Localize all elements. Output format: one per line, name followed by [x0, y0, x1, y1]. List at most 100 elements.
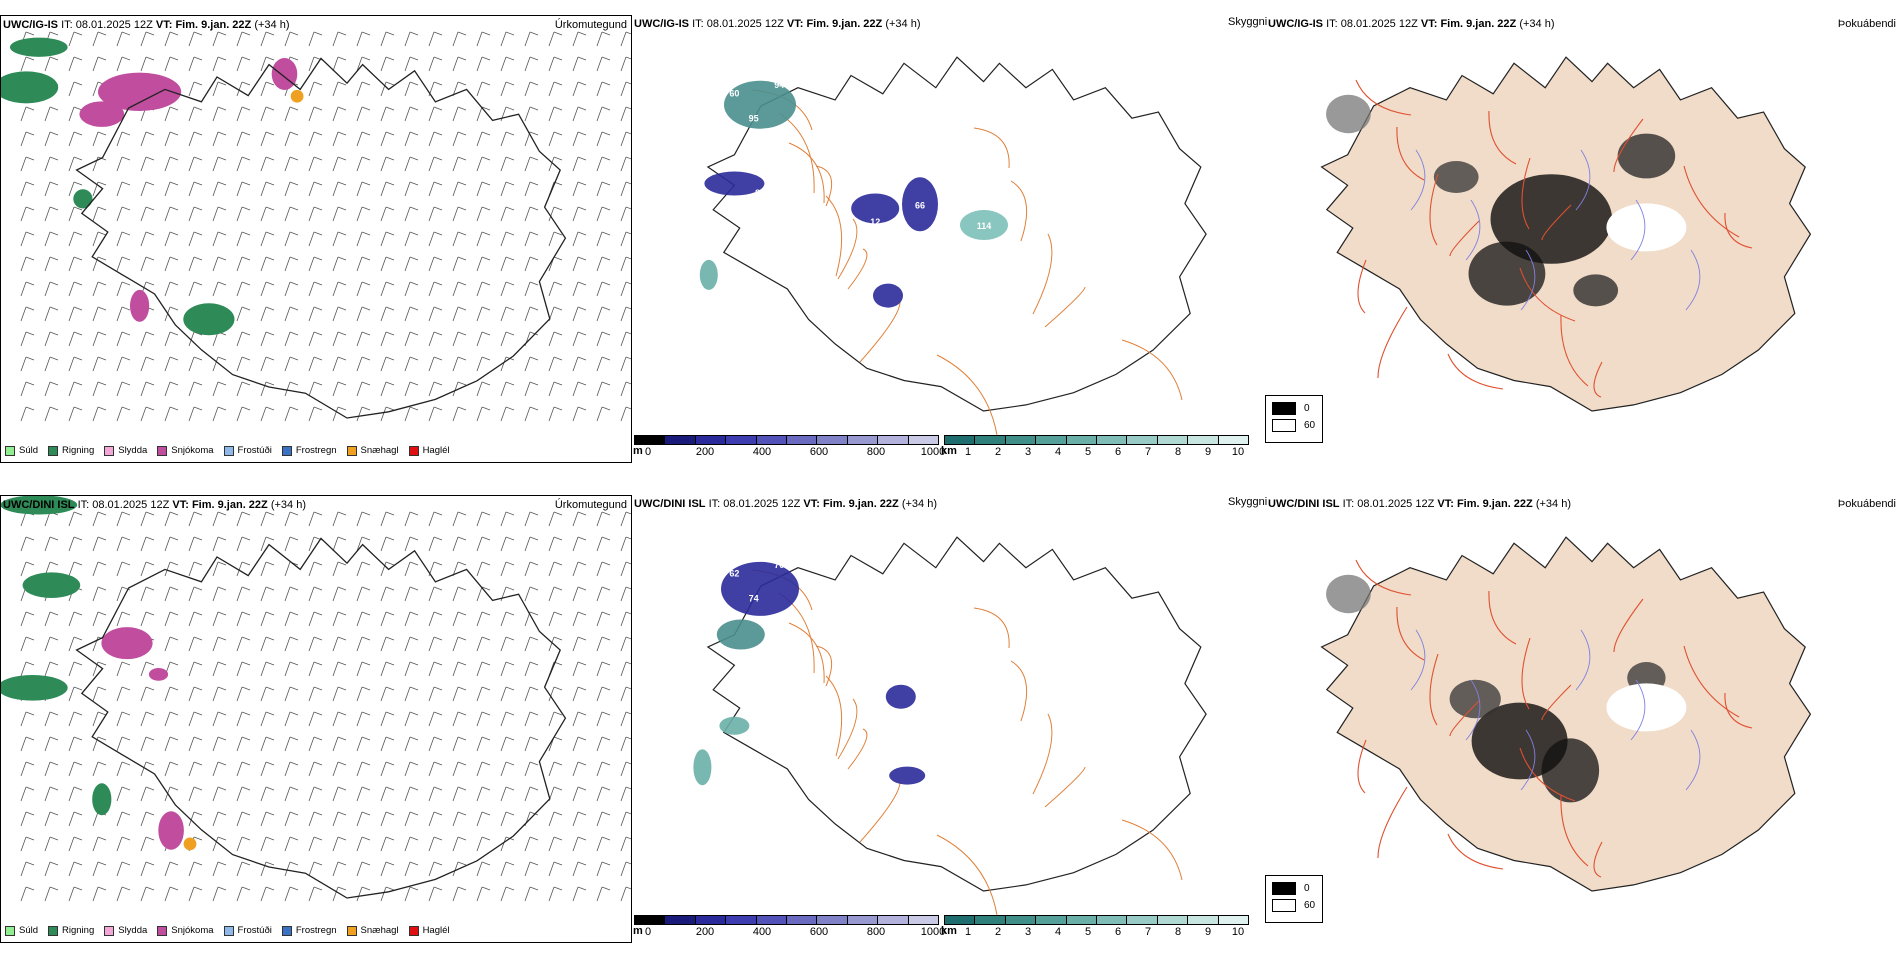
wind-barb: [572, 156, 587, 172]
init-time: 08.01.2025 12Z: [92, 499, 170, 511]
wind-barb: [236, 886, 251, 902]
wind-barb: [572, 836, 587, 852]
wind-barb: [332, 406, 347, 422]
wind-barb: [284, 231, 299, 247]
wind-barb: [620, 356, 631, 372]
precip-area: [148, 668, 169, 681]
wind-barb: [572, 181, 587, 197]
wind-barb: [116, 511, 131, 527]
wind-barb: [140, 811, 155, 827]
wind-barb: [524, 281, 539, 297]
wind-barb: [476, 736, 491, 752]
wind-barb: [308, 661, 323, 677]
wind-barb: [356, 131, 371, 147]
wind-barb: [284, 356, 299, 372]
wind-barb: [92, 31, 107, 47]
wind-barb: [44, 206, 59, 222]
wind-barb: [572, 686, 587, 702]
wind-barb: [356, 281, 371, 297]
wind-barb: [500, 356, 515, 372]
wind-barb: [476, 761, 491, 777]
wind-barb: [452, 536, 467, 552]
wind-barb: [284, 536, 299, 552]
wind-barb: [92, 331, 107, 347]
colorbar-cell: [908, 916, 939, 924]
wind-barb: [212, 561, 227, 577]
wind-barb: [404, 331, 419, 347]
wind-barb: [44, 381, 59, 397]
wind-barb: [476, 561, 491, 577]
iceland-coastline: [706, 56, 1207, 412]
wind-barb: [260, 331, 275, 347]
valid-time-prefix: VT:: [786, 18, 804, 30]
wind-barb: [572, 711, 587, 727]
wind-barb: [500, 561, 515, 577]
wind-barb: [452, 686, 467, 702]
wind-barb: [20, 406, 35, 422]
wind-barb: [404, 811, 419, 827]
legend-label: Frostúði: [237, 445, 272, 456]
wind-barb: [260, 356, 275, 372]
valid-time: Fim. 9.jan. 22Z: [191, 499, 268, 511]
wind-barb: [380, 886, 395, 902]
legend-swatch: [48, 925, 59, 936]
wind-barb: [308, 356, 323, 372]
cloud-base-value: 7: [706, 196, 711, 206]
wind-barb: [380, 231, 395, 247]
wind-barb: [452, 406, 467, 422]
wind-barb: [236, 81, 251, 97]
wind-barb: [260, 636, 275, 652]
wind-barb: [380, 636, 395, 652]
cloud-visibility-panel: UWC/DINI ISL IT: 08.01.2025 12Z VT: Fim.…: [632, 495, 1272, 950]
wind-barb: [428, 561, 443, 577]
wind-barb: [44, 536, 59, 552]
model-name: UWC/DINI ISL: [1268, 498, 1340, 510]
wind-barb: [548, 81, 563, 97]
road-line: [859, 301, 901, 363]
wind-barb: [428, 356, 443, 372]
wind-barb: [44, 56, 59, 72]
wind-barb: [452, 861, 467, 877]
wind-barb: [140, 586, 155, 602]
wind-barb: [188, 561, 203, 577]
legend-item: Súld: [5, 925, 38, 936]
wind-barb: [404, 106, 419, 122]
wind-barb: [164, 181, 179, 197]
wind-barb: [260, 661, 275, 677]
colorbar-tick: 0: [644, 446, 652, 458]
wind-barb: [260, 786, 275, 802]
wind-barb: [68, 636, 83, 652]
wind-barb: [548, 636, 563, 652]
cloud-base-value: 60: [749, 544, 759, 554]
wind-barb: [548, 31, 563, 47]
wind-barb: [524, 406, 539, 422]
wind-barb: [524, 131, 539, 147]
wind-barb: [284, 811, 299, 827]
wind-barb: [308, 256, 323, 272]
colorbar-tick: 800: [866, 446, 886, 458]
road-line: [1449, 700, 1480, 737]
wind-barb: [164, 231, 179, 247]
wind-barb: [260, 81, 275, 97]
wind-barb: [476, 356, 491, 372]
wind-barb: [452, 661, 467, 677]
wind-barb: [212, 786, 227, 802]
wind-barb: [428, 711, 443, 727]
wind-barb: [68, 281, 83, 297]
wind-barb: [260, 686, 275, 702]
wind-barb: [596, 636, 611, 652]
colorbar-cell: [847, 436, 879, 444]
wind-barb: [92, 711, 107, 727]
legend-swatch: [5, 925, 15, 936]
wind-barb: [116, 231, 131, 247]
wind-barb: [92, 861, 107, 877]
cloud-base-value: 12: [870, 217, 880, 227]
road-line: [825, 675, 843, 757]
wind-barb: [212, 836, 227, 852]
wind-barb: [212, 711, 227, 727]
precip-area: [290, 89, 304, 103]
wind-barb: [380, 281, 395, 297]
wind-barb: [68, 31, 83, 47]
wind-barb: [332, 306, 347, 322]
colorbar-cell: [756, 916, 788, 924]
